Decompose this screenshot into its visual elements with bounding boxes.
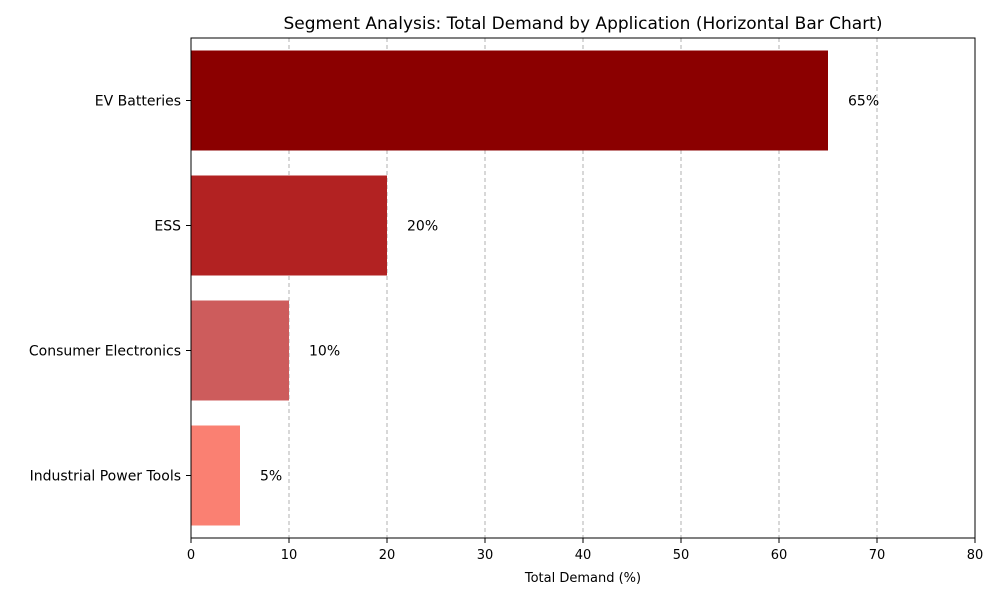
x-tick-label-30: 30 <box>477 548 494 563</box>
x-axis-label: Total Demand (%) <box>524 571 641 586</box>
bar-ev-batteries <box>191 50 828 151</box>
data-label: 20% <box>407 219 438 235</box>
gridlines <box>288 38 878 538</box>
x-tick-label-20: 20 <box>379 548 396 563</box>
x-tick-label-70: 70 <box>869 548 886 563</box>
data-label: 65% <box>848 94 879 110</box>
y-axis-ticks: EV Batteries ESS Consumer Electronics Indus… <box>29 94 191 485</box>
y-tick-label: ESS <box>154 219 181 235</box>
data-label: 10% <box>309 344 340 360</box>
y-tick-label: EV Batteries <box>95 94 181 110</box>
x-tick-label-60: 60 <box>771 548 788 563</box>
x-axis-ticks: 0 10 20 30 40 50 60 70 80 <box>187 538 983 563</box>
y-tick-label: Industrial Power Tools <box>30 469 181 485</box>
bar-ess <box>191 175 387 276</box>
bar-consumer-electronics <box>191 300 289 401</box>
x-tick-label-0: 0 <box>187 548 195 563</box>
bar-industrial-power-tools <box>191 425 240 526</box>
bars: 65% 20% 10% 5% <box>191 50 879 526</box>
x-tick-label-80: 80 <box>967 548 984 563</box>
chart-title: Segment Analysis: Total Demand by Applic… <box>284 14 883 34</box>
y-tick-label: Consumer Electronics <box>29 344 181 360</box>
data-label: 5% <box>260 469 282 485</box>
x-tick-label-40: 40 <box>575 548 592 563</box>
x-tick-label-50: 50 <box>673 548 690 563</box>
x-tick-label-10: 10 <box>281 548 298 563</box>
